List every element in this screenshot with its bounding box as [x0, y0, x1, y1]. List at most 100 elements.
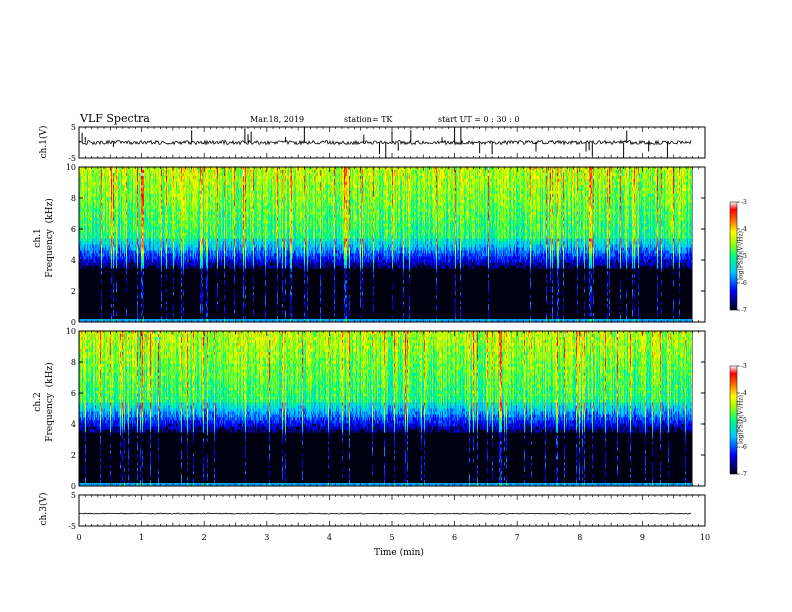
spectrogram-cell [82, 200, 83, 203]
spectrogram-cell [123, 170, 124, 173]
spectrogram-cell [93, 176, 94, 179]
spectrogram-cell [87, 224, 88, 227]
spectrogram-cell [121, 221, 122, 224]
spectrogram-cell [139, 209, 140, 212]
spectrogram-cell [127, 221, 128, 224]
spectrogram-cell [111, 188, 112, 191]
spectrogram-cell [159, 197, 160, 200]
spectrogram-cell [162, 218, 163, 221]
spectrogram-cell [82, 239, 83, 242]
spectrogram-cell [139, 227, 140, 230]
spectrogram-cell [86, 182, 87, 185]
spectrogram-cell [84, 221, 85, 224]
spectrogram-cell [110, 242, 111, 245]
spectrogram-cell [145, 203, 146, 206]
spectrogram-cell [159, 256, 160, 259]
spectrogram-cell [127, 209, 128, 212]
spectrogram-cell [91, 224, 92, 227]
spectrogram-cell [108, 218, 109, 221]
spectrogram-cell [118, 203, 119, 206]
spectrogram-cell [99, 170, 100, 173]
spectrogram-cell [143, 304, 144, 307]
spectrogram-cell [154, 215, 155, 218]
spectrogram-cell [102, 176, 103, 179]
spectrogram-cell [128, 203, 129, 206]
spectrogram-cell [90, 259, 91, 262]
spectrogram-cell [106, 170, 107, 173]
spectrogram-cell [111, 304, 112, 307]
spectrogram-cell [113, 289, 114, 292]
spectrogram-cell [148, 212, 149, 215]
spectrogram-cell [114, 253, 115, 256]
spectrogram-cell [135, 170, 136, 173]
spectrogram-cell [110, 176, 111, 179]
spectrogram-cell [146, 212, 147, 215]
spectrogram-cell [161, 316, 162, 319]
spectrogram-cell [148, 185, 149, 188]
spectrogram-cell [146, 197, 147, 200]
spectrogram-cell [148, 218, 149, 221]
spectrogram-cell [145, 188, 146, 191]
spectrogram-cell [101, 179, 102, 182]
spectrogram-cell [89, 212, 90, 215]
spectrogram-cell [144, 176, 145, 179]
spectrogram-cell [103, 185, 104, 188]
spectrogram-cell [117, 203, 118, 206]
spectrogram-cell [118, 230, 119, 233]
spectrogram-cell [138, 256, 139, 259]
spectrogram-cell [94, 197, 95, 200]
spectrogram-cell [152, 215, 153, 218]
spectrogram-cell [95, 227, 96, 230]
spectrogram-cell [144, 250, 145, 253]
spectrogram-cell [96, 209, 97, 212]
spectrogram-cell [116, 256, 117, 259]
spectrogram-cell [142, 295, 143, 298]
spectrogram-cell [140, 247, 141, 250]
spectrogram-cell [81, 265, 82, 268]
spectrogram-cell [164, 188, 165, 191]
spectrogram-cell [164, 250, 165, 253]
spectrogram-cell [145, 176, 146, 179]
spectrogram-cell [136, 250, 137, 253]
spectrogram-cell [147, 230, 148, 233]
spectrogram-cell [99, 218, 100, 221]
spectrogram-cell [130, 242, 131, 245]
spectrogram-cell [110, 212, 111, 215]
spectrogram-cell [107, 182, 108, 185]
spectrogram-cell [88, 218, 89, 221]
spectrogram-cell [116, 170, 117, 173]
spectrogram-cell [164, 230, 165, 233]
spectrogram-cell [161, 250, 162, 253]
spectrogram-cell [131, 245, 132, 248]
spectrogram-cell [105, 194, 106, 197]
spectrogram-cell [164, 245, 165, 248]
spectrogram-cell [113, 316, 114, 319]
spectrogram-cell [145, 224, 146, 227]
spectrogram-cell [93, 182, 94, 185]
spectrogram-cell [113, 256, 114, 259]
spectrogram-cell [93, 194, 94, 197]
spectrogram-cell [130, 259, 131, 262]
spectrogram-cell [147, 197, 148, 200]
spectrogram-cell [155, 209, 156, 212]
spectrogram-cell [137, 313, 138, 316]
spectrogram-cell [90, 197, 91, 200]
spectrogram-cell [116, 182, 117, 185]
spectrogram-cell [106, 218, 107, 221]
spectrogram-cell [131, 200, 132, 203]
spectrogram-cell [101, 301, 102, 304]
spectrogram-cell [81, 206, 82, 209]
spectrogram-cell [163, 239, 164, 242]
spectrogram-cell [132, 224, 133, 227]
spectrogram-cell [98, 253, 99, 256]
spectrogram-cell [122, 259, 123, 262]
spectrogram-cell [114, 182, 115, 185]
spectrogram-cell [98, 182, 99, 185]
spectrogram-cell [140, 242, 141, 245]
spectrogram-cell [105, 179, 106, 182]
spectrogram-cell [97, 215, 98, 218]
spectrogram-cell [154, 250, 155, 253]
spectrogram-cell [139, 215, 140, 218]
spectrogram-cell [95, 247, 96, 250]
spectrogram-cell [141, 191, 142, 194]
